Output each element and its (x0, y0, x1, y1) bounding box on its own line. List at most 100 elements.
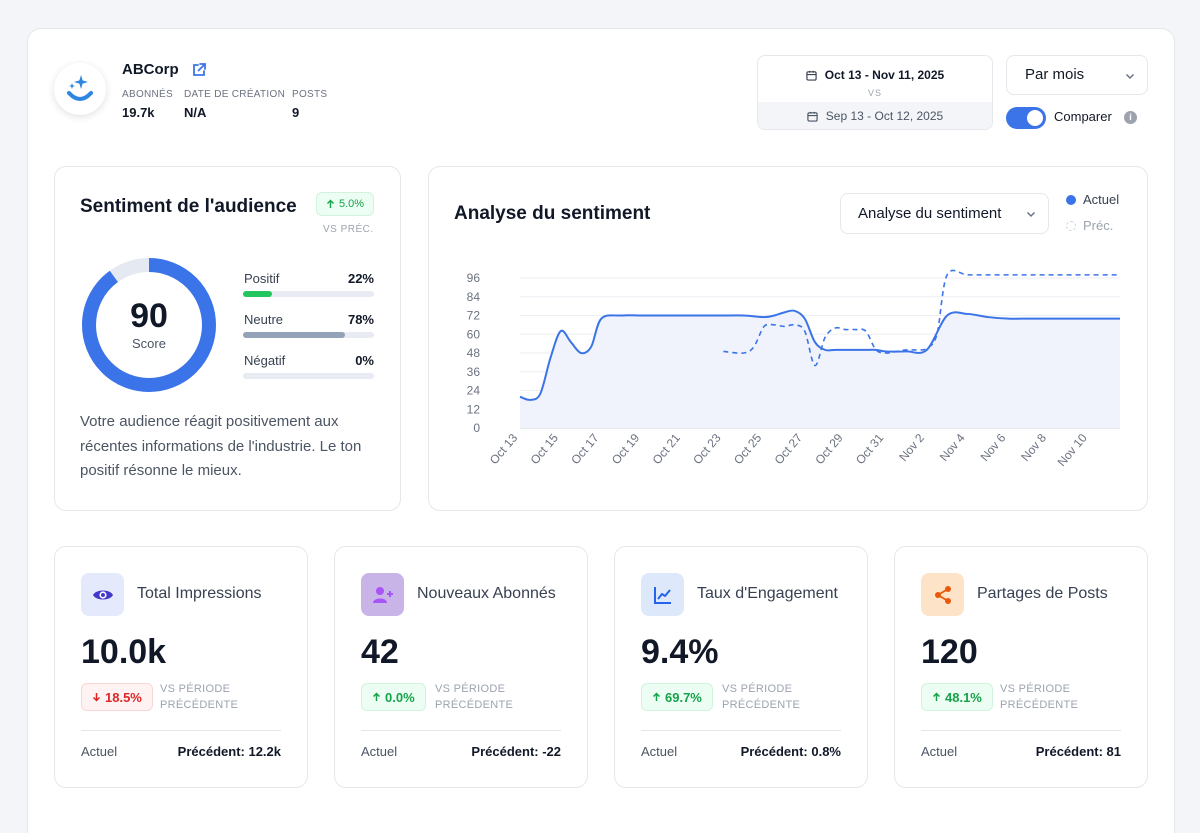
legend-current-label: Actuel (1083, 192, 1120, 207)
x-tick-label: Nov 2 (896, 431, 927, 464)
neutral-bar-track (243, 332, 374, 338)
x-tick-label: Oct 19 (609, 431, 643, 467)
positive-pct: 22% (347, 271, 374, 286)
divider (641, 730, 841, 731)
user-plus-icon (371, 583, 395, 607)
y-tick-label: 36 (467, 365, 481, 379)
vs-label: VS (867, 88, 882, 98)
previous-date-range[interactable]: Sep 13 - Oct 12, 2025 (758, 102, 992, 129)
stat-vs-label: VS PÉRIODE PRÉCÉDENTE (435, 681, 513, 713)
arrow-up-icon (652, 692, 665, 702)
meta-value: 19.7k (122, 105, 155, 120)
chart-metric-select[interactable]: Analyse du sentiment (840, 193, 1049, 234)
stat-change-badge: 69.7% (641, 683, 713, 711)
arrow-down-icon (92, 692, 105, 702)
y-axis-ticks: 0 12 24 36 48 60 72 84 96 (467, 271, 481, 435)
date-range-picker[interactable]: Oct 13 - Nov 11, 2025 VS Sep 13 - Oct 12… (757, 55, 993, 130)
stat-vs-label: VS PÉRIODE PRÉCÉDENTE (1000, 681, 1078, 713)
brand-logo (54, 63, 106, 115)
legend-previous-label: Préc. (1083, 218, 1114, 233)
stat-change-badge: 48.1% (921, 683, 993, 711)
stat-value: 10.0k (81, 633, 167, 671)
arrow-up-icon (372, 692, 385, 702)
stat-change: 18.5% (105, 689, 142, 705)
stat-vs-line1: VS PÉRIODE (160, 683, 231, 695)
x-tick-label: Nov 6 (978, 431, 1009, 464)
stat-current-label: Actuel (81, 744, 118, 759)
positive-bar-track (243, 291, 374, 297)
arrow-up-icon (932, 692, 945, 702)
share-icon (932, 584, 954, 606)
audience-sentiment-card (54, 166, 401, 511)
stat-card-share: Partages de Posts 120 48.1% VS PÉRIODE PRÉCÉ… (894, 546, 1148, 788)
score-label: Score (132, 336, 166, 351)
y-tick-label: 96 (467, 271, 481, 285)
current-series-area (520, 310, 1120, 428)
period-select-value: Par mois (1025, 66, 1085, 83)
stat-vs-line2: PRÉCÉDENTE (1000, 699, 1079, 711)
legend-current-dot (1066, 195, 1076, 205)
current-date-text: Oct 13 - Nov 11, 2025 (824, 68, 945, 82)
stat-icon-wrap (81, 573, 124, 616)
stat-icon-wrap (641, 573, 684, 616)
stat-value: 120 (921, 633, 978, 671)
neutral-bar-fill (243, 332, 346, 338)
stat-title: Nouveaux Abonnés (417, 585, 556, 602)
stat-current-label: Actuel (921, 744, 958, 759)
x-tick-label: Oct 27 (772, 431, 806, 467)
stat-vs-line2: PRÉCÉDENTE (435, 699, 514, 711)
negative-bar-track (243, 373, 374, 379)
stat-card-user-plus: Nouveaux Abonnés 42 0.0% VS PÉRIODE PRÉCÉDEN… (334, 546, 588, 788)
info-icon[interactable]: i (1124, 111, 1137, 124)
calendar-icon (807, 111, 818, 122)
sentiment-change: 5.0% (338, 198, 365, 210)
positive-bar-fill (243, 291, 272, 297)
meta-label: ABONNÉS (122, 89, 174, 100)
compare-toggle[interactable] (1006, 107, 1046, 129)
stat-previous-value: Précédent: 81 (1035, 744, 1121, 759)
stat-vs-line2: PRÉCÉDENTE (160, 699, 239, 711)
stat-change: 69.7% (665, 689, 702, 705)
stat-vs-line1: VS PÉRIODE (435, 683, 506, 695)
external-link-icon[interactable] (191, 62, 207, 78)
stat-previous-value: Précédent: 12.2k (177, 744, 281, 759)
stat-title: Partages de Posts (977, 585, 1108, 602)
x-tick-label: Nov 8 (1018, 431, 1049, 464)
chevron-down-icon (1125, 73, 1135, 80)
stat-vs-label: VS PÉRIODE PRÉCÉDENTE (160, 681, 238, 713)
sentiment-change-badge: 5.0% (316, 192, 374, 216)
stat-value: 9.4% (641, 633, 719, 671)
stat-change-badge: 18.5% (81, 683, 153, 711)
chart-title: Analyse du sentiment (454, 203, 651, 224)
divider (921, 730, 1121, 731)
period-select[interactable]: Par mois (1006, 55, 1148, 95)
current-date-range[interactable]: Oct 13 - Nov 11, 2025 (758, 62, 992, 88)
positive-label: Positif (244, 271, 280, 286)
previous-date-text: Sep 13 - Oct 12, 2025 (825, 109, 944, 123)
legend-previous-dot (1066, 221, 1076, 231)
sparkle-smile-icon (67, 75, 93, 101)
chart-select-value: Analyse du sentiment (858, 205, 1002, 222)
x-tick-label: Oct 31 (853, 431, 887, 467)
x-tick-label: Oct 29 (812, 431, 846, 467)
x-tick-label: Nov 4 (937, 431, 968, 464)
sentiment-vs-label: VS PRÉC. (323, 224, 374, 235)
stat-vs-line1: VS PÉRIODE (1000, 683, 1071, 695)
divider (81, 730, 281, 731)
toggle-knob (1027, 110, 1043, 126)
stat-change: 0.0% (385, 689, 415, 705)
neutral-label: Neutre (244, 312, 284, 327)
negative-pct: 0% (355, 353, 374, 368)
meta-label: DATE DE CRÉATION (184, 89, 286, 100)
stat-change: 48.1% (945, 689, 982, 705)
y-tick-label: 48 (467, 346, 481, 360)
y-tick-label: 12 (467, 402, 481, 416)
y-tick-label: 84 (467, 290, 481, 304)
negative-label: Négatif (244, 353, 286, 368)
donut-arc (82, 258, 216, 392)
current-series-line (519, 309, 1120, 401)
stat-vs-line1: VS PÉRIODE (722, 683, 793, 695)
x-tick-label: Oct 23 (690, 431, 724, 467)
x-tick-label: Oct 21 (650, 431, 684, 467)
